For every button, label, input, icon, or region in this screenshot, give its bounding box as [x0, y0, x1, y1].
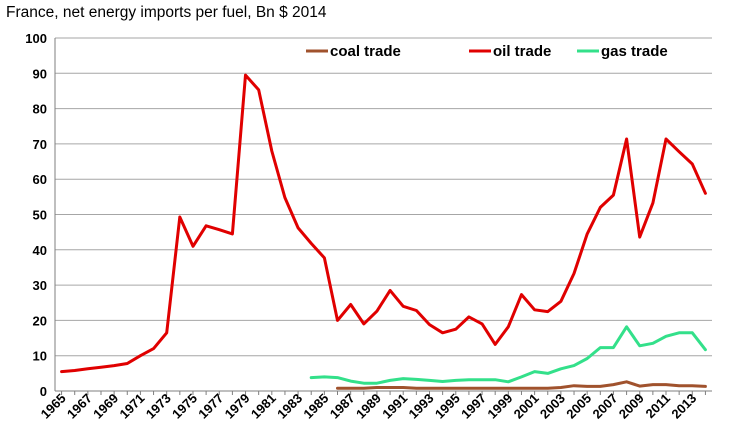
x-tick-label: 1973: [143, 391, 174, 422]
x-tick-label: 1969: [90, 391, 121, 422]
legend-label: gas trade: [601, 43, 668, 60]
legend-label: coal trade: [330, 43, 401, 60]
y-tick-label: 0: [40, 384, 47, 399]
x-tick-label: 1987: [327, 391, 358, 422]
x-tick-label: 1971: [116, 391, 147, 422]
x-tick-label: 1997: [458, 391, 489, 422]
x-tick-label: 2005: [563, 391, 594, 422]
legend-label: oil trade: [493, 43, 551, 60]
y-tick-label: 90: [33, 66, 47, 81]
series-line-coal-trade: [336, 380, 707, 390]
x-tick-label: 1985: [300, 391, 331, 422]
y-tick-label: 80: [33, 102, 47, 117]
y-tick-label: 40: [33, 243, 47, 258]
x-tick-label: 1975: [169, 391, 200, 422]
x-tick-label: 1989: [353, 391, 384, 422]
grid-lines: [55, 37, 712, 357]
y-tick-label: 100: [25, 31, 47, 46]
series-line-gas-trade: [309, 325, 707, 385]
x-tick-label: 2003: [537, 391, 568, 422]
y-tick-label: 60: [33, 172, 47, 187]
x-tick-label: 1967: [64, 391, 95, 422]
y-tick-label: 30: [33, 278, 47, 293]
x-tick-label: 1979: [222, 391, 253, 422]
x-tick-label: 2013: [668, 391, 699, 422]
x-tick-label: 1977: [195, 391, 226, 422]
y-tick-label: 20: [33, 313, 47, 328]
x-tick-label: 1983: [274, 391, 305, 422]
x-tick-label: 1991: [379, 391, 410, 422]
chart-title: France, net energy imports per fuel, Bn …: [6, 4, 327, 21]
y-tick-label: 70: [33, 137, 47, 152]
x-tick-label: 1999: [484, 391, 515, 422]
x-tick-label: 1995: [432, 391, 463, 422]
x-tick-label: 2011: [643, 391, 674, 422]
x-tick-label: 2001: [511, 391, 542, 422]
x-tick-label: 1981: [248, 391, 279, 422]
legend: coal trade oil trade gas trade: [306, 43, 668, 60]
x-tick-label: 2009: [616, 391, 647, 422]
x-tick-label: 1993: [406, 391, 437, 422]
y-tick-labels: 0 10 20 30 40 50 60 70 80 90 100: [25, 31, 47, 399]
x-tick-label: 2007: [590, 391, 621, 422]
y-tick-label: 50: [33, 208, 47, 223]
y-tick-label: 10: [33, 349, 47, 364]
series-line-oil-trade: [60, 73, 707, 374]
x-tick-labels: 1965196719691971197319751977197919811983…: [38, 391, 700, 422]
series-lines: [60, 73, 707, 390]
axes: [54, 38, 712, 395]
